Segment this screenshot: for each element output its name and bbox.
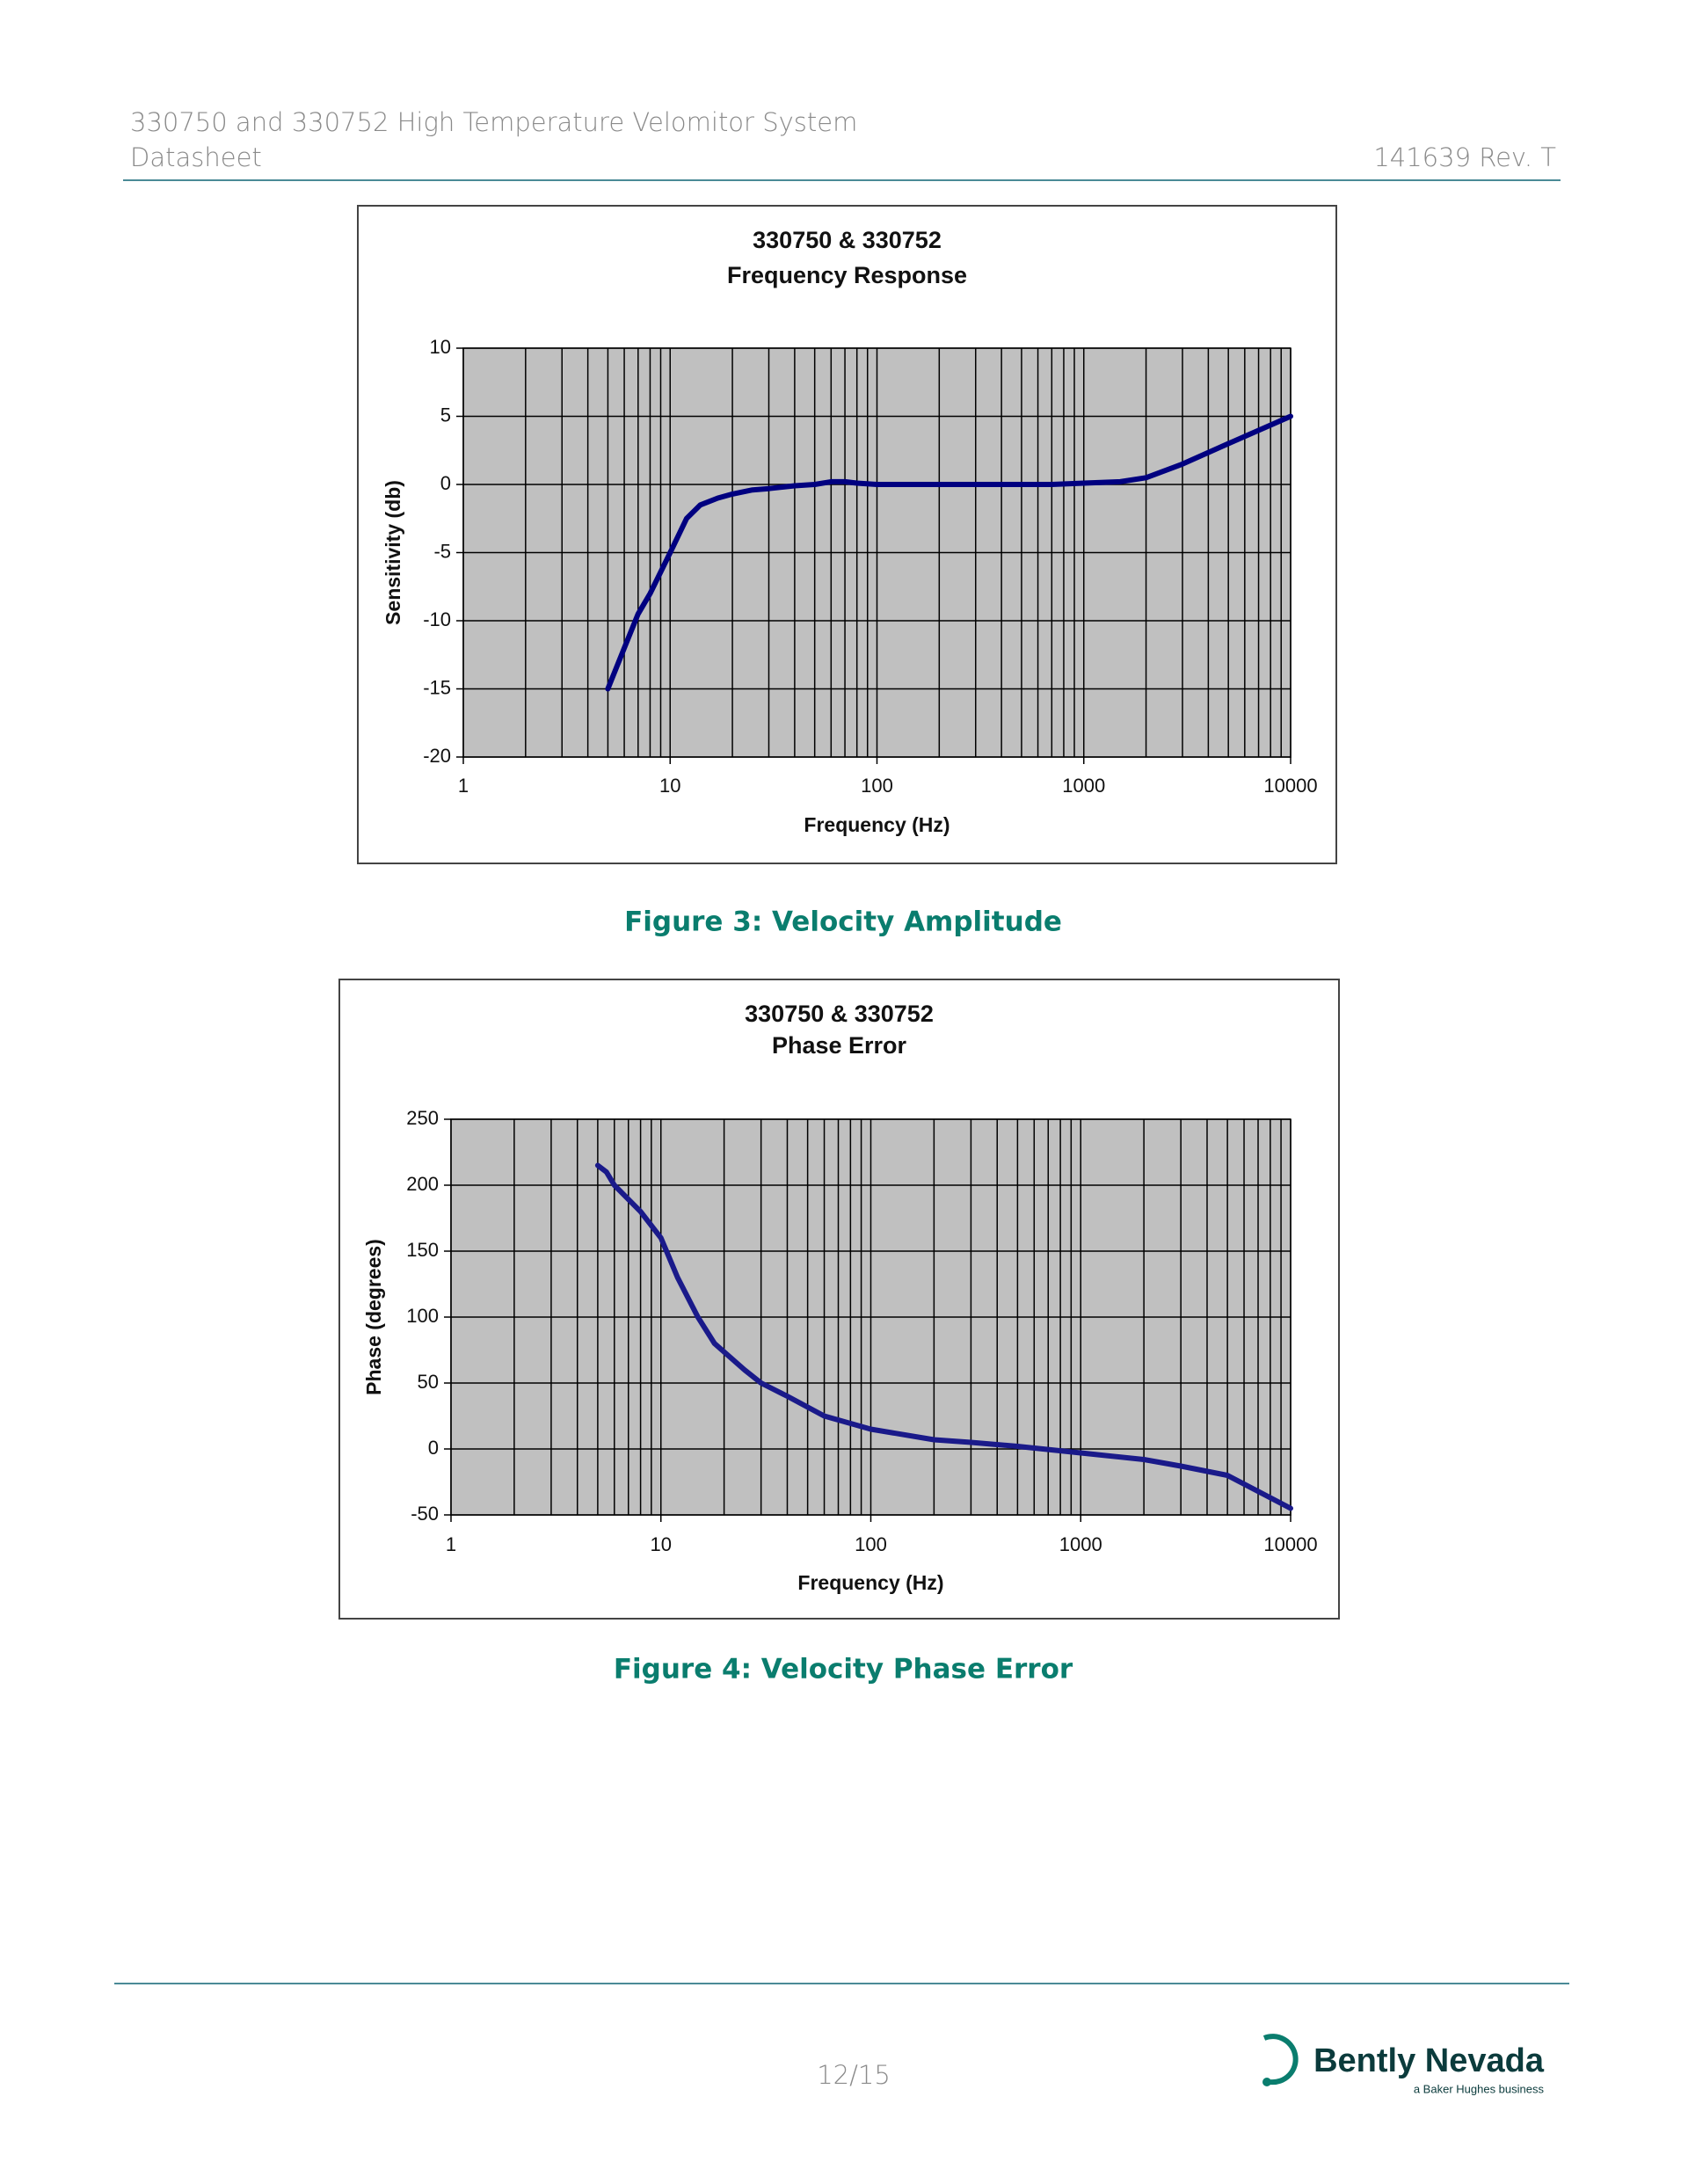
- chart-title: 330750 & 330752: [745, 1001, 934, 1027]
- doc-number: 141639 Rev. T: [1373, 142, 1556, 172]
- x-axis-label: Frequency (Hz): [797, 1571, 943, 1594]
- chart-subtitle: Phase Error: [772, 1032, 907, 1059]
- logo-dot: [1262, 2078, 1271, 2086]
- data-line: [594, 1162, 1293, 1511]
- logo-name: Bently Nevada: [1313, 2042, 1545, 2079]
- y-tick-label: 0: [440, 472, 451, 494]
- x-tick-label: 1000: [1062, 775, 1105, 797]
- y-tick-label: -5: [433, 540, 451, 562]
- header-subtitle: Datasheet: [130, 142, 262, 172]
- y-tick-label: 250: [406, 1107, 439, 1129]
- y-tick-label: 10: [430, 336, 451, 358]
- y-tick-label: -20: [423, 745, 451, 767]
- header-title: 330750 and 330752 High Temperature Velom…: [130, 107, 857, 137]
- y-axis-label: Phase (degrees): [362, 1239, 385, 1395]
- chart-subtitle: Frequency Response: [727, 262, 967, 288]
- logo-tagline: a Baker Hughes business: [1414, 2082, 1545, 2095]
- caption: Figure 4: Velocity Phase Error: [614, 1654, 1073, 1685]
- x-tick-label: 10: [651, 1533, 672, 1555]
- x-tick-label: 1000: [1059, 1533, 1102, 1555]
- x-tick-label: 10000: [1263, 1533, 1317, 1555]
- x-tick-label: 10000: [1263, 775, 1317, 797]
- page-number: 12/15: [817, 2060, 891, 2090]
- y-tick-label: 50: [418, 1371, 439, 1393]
- x-axis-label: Frequency (Hz): [804, 813, 950, 836]
- y-tick-label: 5: [440, 404, 451, 426]
- chart-title: 330750 & 330752: [753, 227, 942, 253]
- y-tick-label: -15: [423, 676, 451, 698]
- y-tick-label: -10: [423, 608, 451, 630]
- y-tick-label: -50: [411, 1503, 439, 1525]
- y-tick-label: 0: [428, 1437, 439, 1459]
- caption: Figure 3: Velocity Amplitude: [624, 906, 1062, 938]
- x-tick-label: 100: [861, 775, 893, 797]
- y-tick-label: 150: [406, 1239, 439, 1261]
- logo-icon: [1262, 2034, 1299, 2086]
- y-axis-label: Sensitivity (db): [382, 480, 404, 625]
- y-tick-label: 200: [406, 1173, 439, 1195]
- x-tick-label: 100: [855, 1533, 887, 1555]
- x-tick-label: 1: [446, 1533, 456, 1555]
- data-line: [605, 413, 1293, 692]
- y-tick-label: 100: [406, 1305, 439, 1327]
- x-tick-label: 1: [458, 775, 469, 797]
- x-tick-label: 10: [659, 775, 680, 797]
